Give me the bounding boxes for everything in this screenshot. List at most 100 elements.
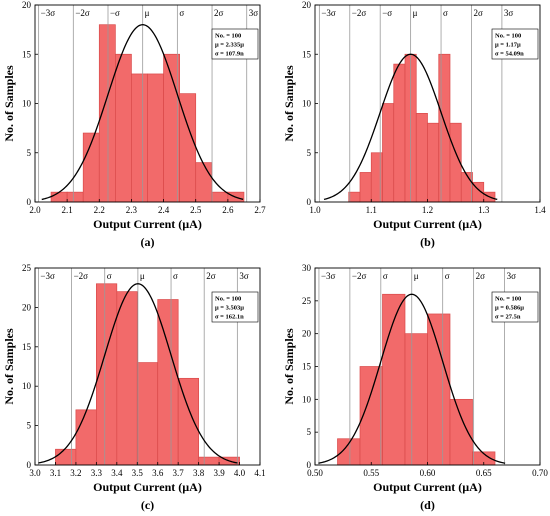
x-axis-title: Output Current (µA) <box>373 480 482 494</box>
sigma-label: 3σ <box>504 8 513 18</box>
stats-box: No. = 100 μ = 3.503µ σ = 162.1n <box>211 291 259 323</box>
x-tick-label: 1.3 <box>478 205 490 215</box>
y-tick-label: 5 <box>307 427 312 437</box>
panel-4: −3σ −2σ σ μ σ 2σ 3σ 0.50 0.55 0.60 0.65 0.70 0 5 10 15 2… <box>282 263 548 512</box>
histogram-bar <box>66 191 84 203</box>
stats-sigma: σ = 162.1n <box>215 314 244 321</box>
histogram-bar <box>370 152 383 203</box>
y-tick-label: 5 <box>27 148 32 158</box>
sigma-label: 3σ <box>239 271 249 281</box>
sigma-label: σ <box>383 271 388 281</box>
y-tick-label: 25 <box>22 263 32 273</box>
x-tick-label: 0.55 <box>363 468 379 478</box>
stats-box: No. = 100 μ = 2.335µ σ = 107.9n <box>211 28 259 60</box>
stats-n: No. = 100 <box>495 33 521 40</box>
histogram-bar <box>427 313 451 466</box>
x-tick-label: 4.1 <box>254 468 265 478</box>
x-tick-label: 3.4 <box>111 468 123 478</box>
histogram-bar <box>415 112 428 203</box>
sigma-label: 2σ <box>214 8 224 18</box>
x-tick-label: 2.3 <box>126 205 138 215</box>
sigma-label: σ <box>107 271 112 281</box>
stats-n: No. = 100 <box>215 296 241 303</box>
y-tick-label: 10 <box>302 394 312 404</box>
y-axis-title: No. of Samples <box>2 328 16 405</box>
x-tick-label: 3.5 <box>132 468 144 478</box>
x-tick-label: 2.0 <box>29 205 41 215</box>
panel-caption: (b) <box>420 235 435 249</box>
gaussian-fit-curve <box>41 24 244 201</box>
x-tick-label: 3.6 <box>152 468 164 478</box>
histogram-bar <box>404 333 428 466</box>
sigma-label: σ <box>445 271 450 281</box>
sigma-label: σ <box>443 8 448 18</box>
histogram-bar <box>359 172 372 203</box>
gaussian-fit-curve <box>38 283 238 464</box>
y-tick-label: 25 <box>302 296 312 306</box>
sigma-label: −σ <box>382 8 392 18</box>
histogram-bar <box>157 299 179 466</box>
y-tick-label: 15 <box>302 362 312 372</box>
histogram-bar <box>115 53 132 203</box>
y-tick-label: 0 <box>307 197 312 207</box>
panel-3: −3σ −2σ σ μ σ 2σ 3σ 3.0 3.1 3.2 3.3 3.4 3.5 3.6 3.7 3.8… <box>2 263 266 512</box>
stats-box: No. = 100 μ = 1.17µ σ = 54.09n <box>491 28 539 60</box>
x-tick-label: 3.9 <box>213 468 225 478</box>
sigma-label: −2σ <box>75 8 90 18</box>
x-tick-label: 1.0 <box>309 205 321 215</box>
x-tick-label: 0.60 <box>420 468 436 478</box>
stats-mu: μ = 1.17µ <box>495 42 521 49</box>
stats-box: No. = 100 μ = 0.586µ σ = 27.5n <box>491 291 539 323</box>
histogram-bar <box>116 291 138 466</box>
sigma-label: μ <box>145 8 150 18</box>
y-tick-label: 15 <box>22 342 32 352</box>
stats-sigma: σ = 27.5n <box>495 314 521 321</box>
x-tick-label: 3.8 <box>193 468 205 478</box>
histogram-bar <box>136 362 159 466</box>
histogram-bar <box>438 53 451 203</box>
histogram-bar <box>147 73 164 203</box>
x-tick-label: 3.7 <box>173 468 185 478</box>
panel-caption: (c) <box>141 498 154 512</box>
histogram-bar <box>177 377 199 466</box>
y-tick-label: 0 <box>27 460 32 470</box>
sigma-label: −σ <box>110 8 120 18</box>
histogram-bar <box>211 191 229 203</box>
stats-mu: μ = 2.335µ <box>215 42 244 49</box>
sigma-label: 3σ <box>507 271 517 281</box>
sigma-label: μ <box>413 8 418 18</box>
sigma-label: 2σ <box>206 271 216 281</box>
gaussian-fit-curve <box>323 53 498 201</box>
x-tick-label: 3.1 <box>50 468 61 478</box>
y-tick-label: 10 <box>302 99 312 109</box>
stats-sigma: σ = 107.9n <box>215 51 244 58</box>
stats-box-frame <box>211 28 259 60</box>
histogram-bar <box>195 162 213 203</box>
y-tick-label: 5 <box>307 148 312 158</box>
sigma-label: −3σ <box>40 271 55 281</box>
x-tick-label: 3.3 <box>91 468 103 478</box>
sigma-label: 2σ <box>473 8 483 18</box>
histogram-bar <box>393 63 406 203</box>
histogram-bar <box>348 191 361 203</box>
sigma-label: μ <box>414 271 419 281</box>
sigma-label: −2σ <box>74 271 89 281</box>
x-tick-label: 2.4 <box>158 205 170 215</box>
x-axis-title: Output Current (µA) <box>373 217 482 231</box>
sigma-label: μ <box>140 271 145 281</box>
y-tick-label: 20 <box>22 302 32 312</box>
stats-n: No. = 100 <box>215 33 241 40</box>
stats-box-frame <box>491 28 539 60</box>
y-tick-label: 0 <box>27 197 32 207</box>
y-axis-title: No. of Samples <box>282 328 296 405</box>
sigma-label: −3σ <box>41 8 56 18</box>
y-tick-label: 15 <box>302 49 312 59</box>
x-tick-label: 2.1 <box>62 205 73 215</box>
stats-n: No. = 100 <box>495 296 521 303</box>
histogram-bar <box>50 191 68 203</box>
panel-1: −3σ −2σ −σ μ σ 2σ 3σ 2.0 2.1 2.2 2.3 2.4 2.5 2.6 2.7 0 5… <box>2 0 266 249</box>
x-tick-label: 0.65 <box>476 468 492 478</box>
histogram-bar <box>382 103 395 203</box>
histogram-bar <box>449 398 473 466</box>
x-tick-label: 4.0 <box>234 468 246 478</box>
